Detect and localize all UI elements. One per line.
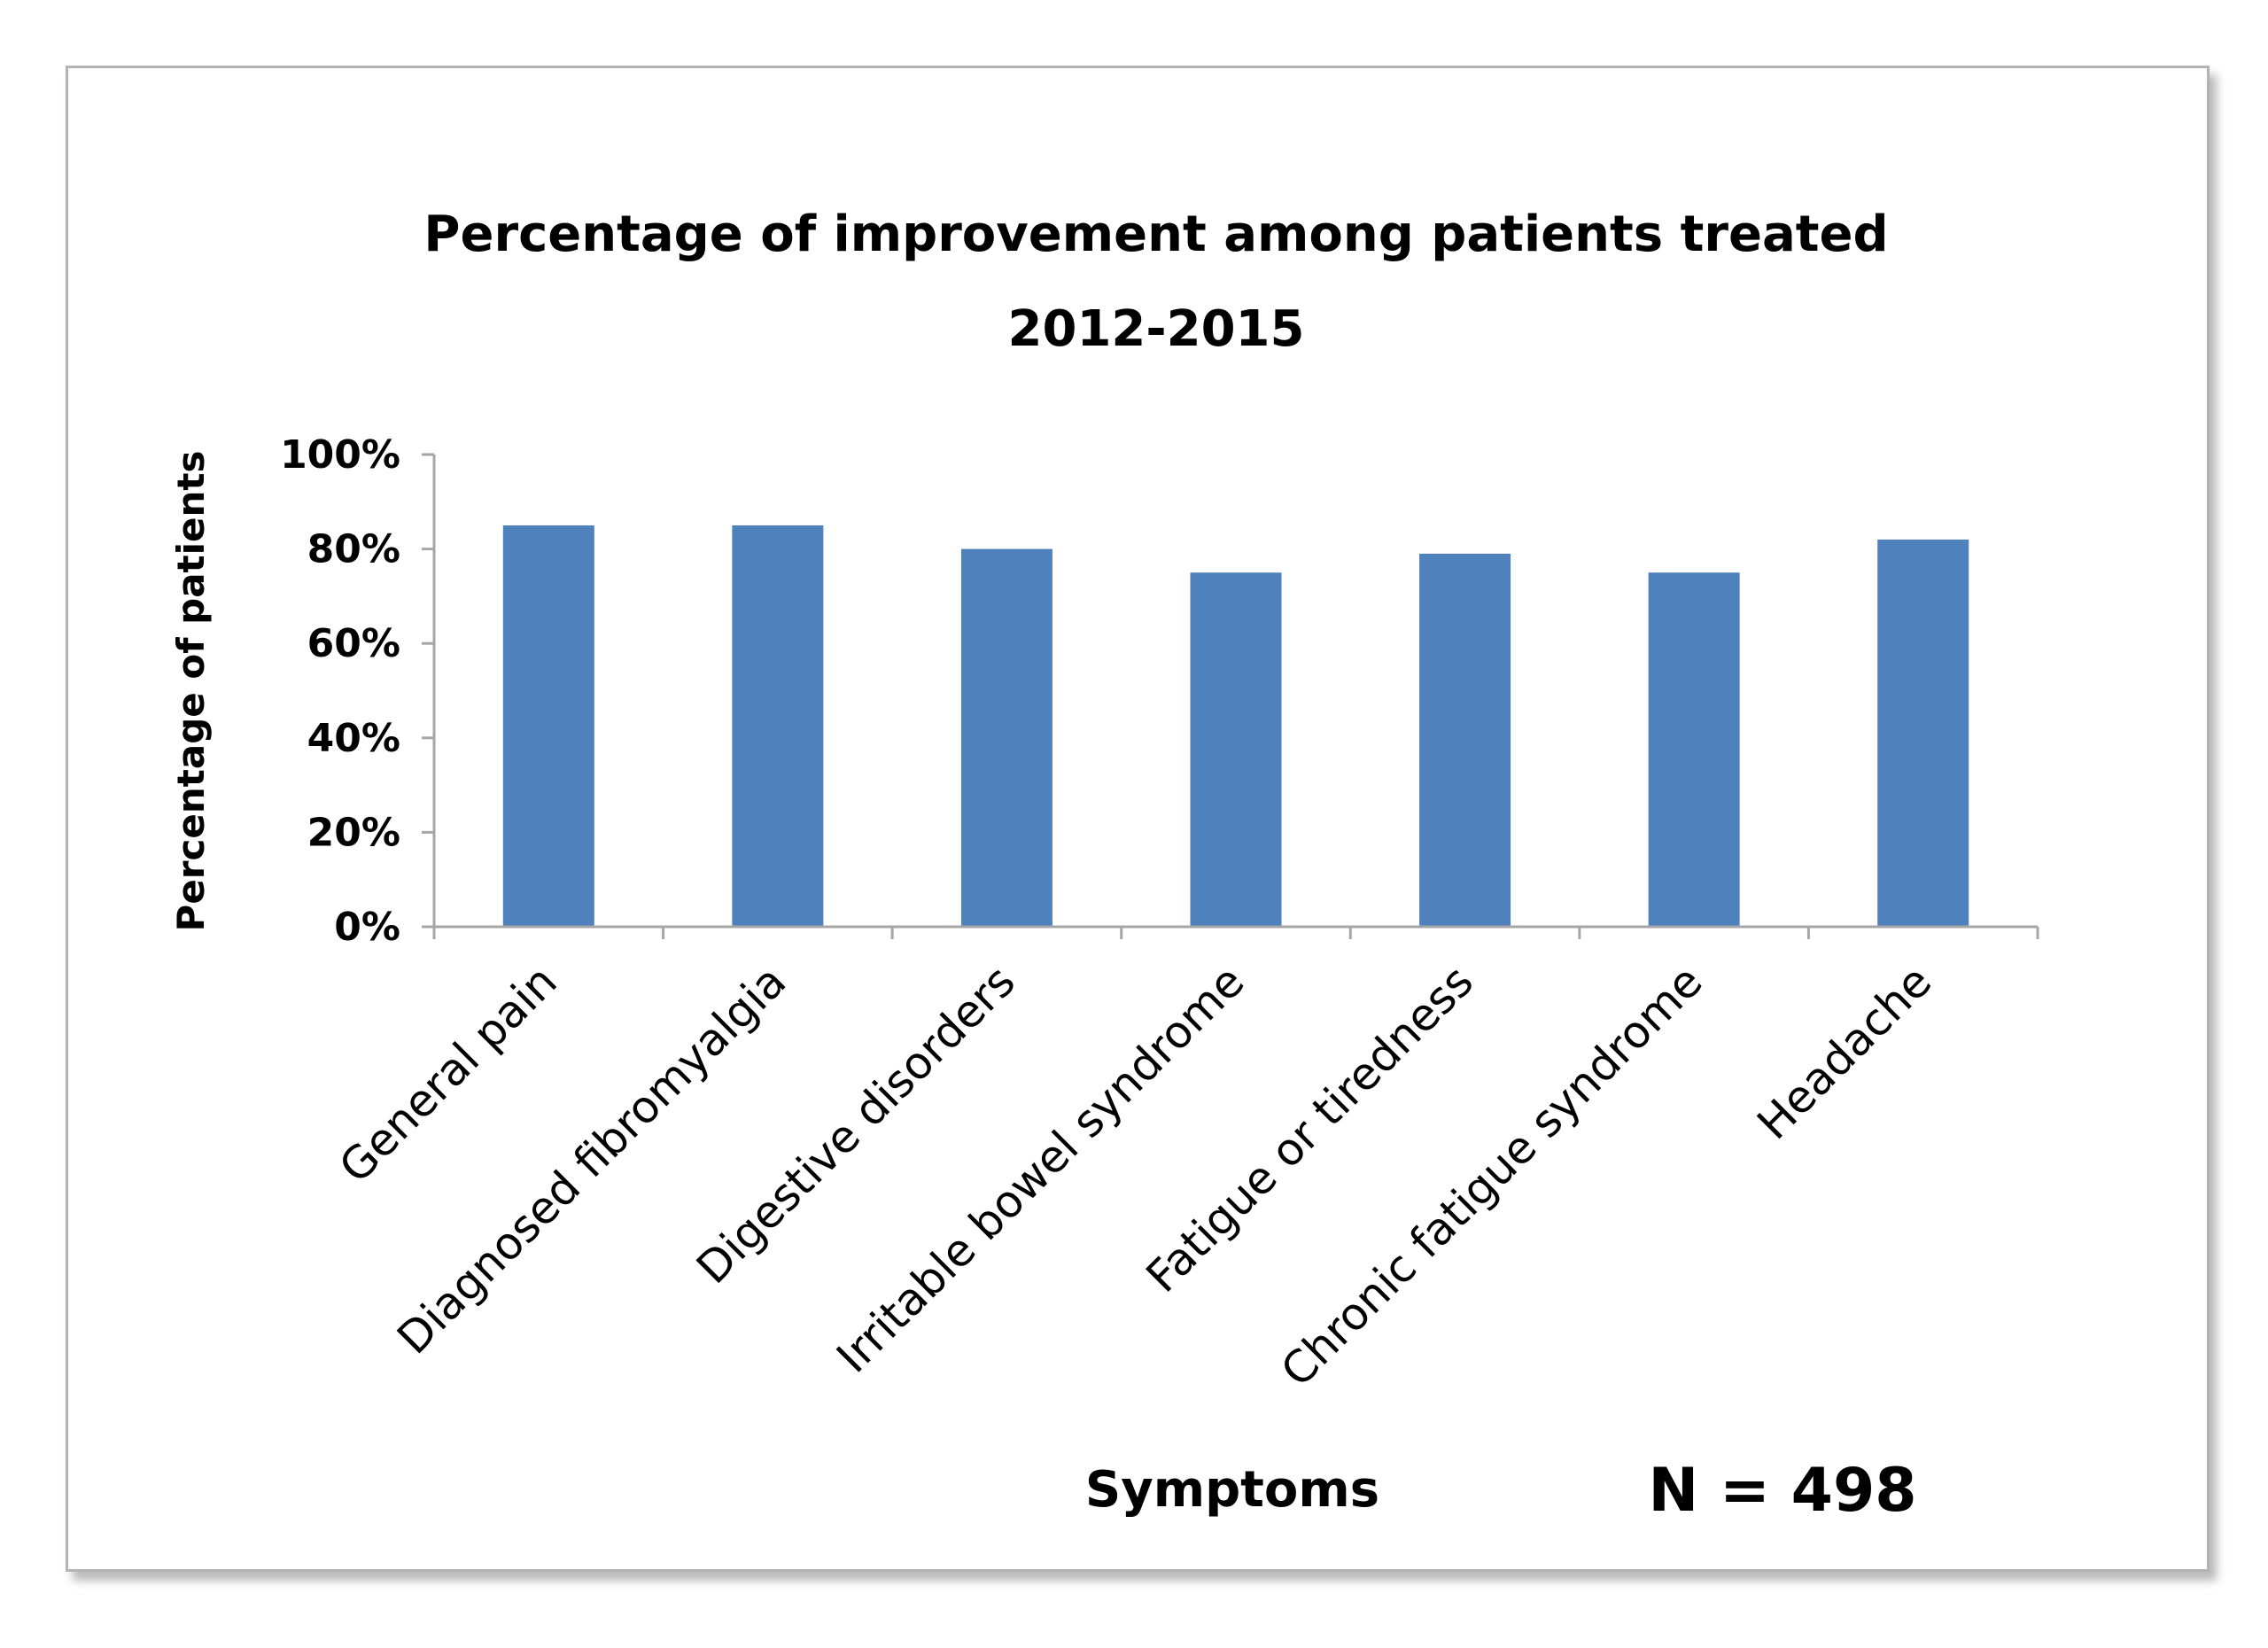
y-axis-title: Percentage of patients xyxy=(169,451,213,932)
y-axis-ticks: 0% 20% 40% 60% 80% 100% xyxy=(280,432,434,950)
y-tick-label: 0% xyxy=(334,905,400,950)
x-category-label: Diagnosed fibromyalgia xyxy=(387,955,796,1364)
bar-headache xyxy=(1877,539,1969,927)
y-tick-label: 20% xyxy=(307,810,400,855)
chart-title-line2: 2012-2015 xyxy=(1008,300,1305,358)
bar-diagnosed-fibromyalgia xyxy=(732,525,824,927)
bar-irritable-bowel-syndrome xyxy=(1190,572,1282,927)
y-tick-label: 80% xyxy=(307,527,400,572)
bar-fatigue-or-tiredness xyxy=(1419,553,1511,927)
bar-general-pain xyxy=(502,525,594,927)
y-tick-label: 40% xyxy=(307,716,400,761)
y-tick-label: 60% xyxy=(307,621,400,666)
chart-title-line1: Percentage of improvement among patients… xyxy=(423,206,1888,263)
chart-frame xyxy=(66,66,2210,1572)
x-category-label: Irritable bowel syndrome xyxy=(827,955,1254,1382)
x-axis-title: Symptoms xyxy=(1085,1461,1379,1519)
axes-group xyxy=(422,455,2039,939)
bar-chronic-fatigue-syndrome xyxy=(1648,572,1740,927)
x-category-label: Chronic fatigue syndrome xyxy=(1271,955,1713,1396)
y-tick-label: 100% xyxy=(280,432,400,478)
bars-group xyxy=(502,525,1969,927)
bar-digestive-disorders xyxy=(960,548,1052,927)
sample-size-annotation: N = 498 xyxy=(1648,1456,1916,1526)
x-category-label: General pain xyxy=(330,955,567,1193)
x-category-label: Headache xyxy=(1747,955,1941,1149)
